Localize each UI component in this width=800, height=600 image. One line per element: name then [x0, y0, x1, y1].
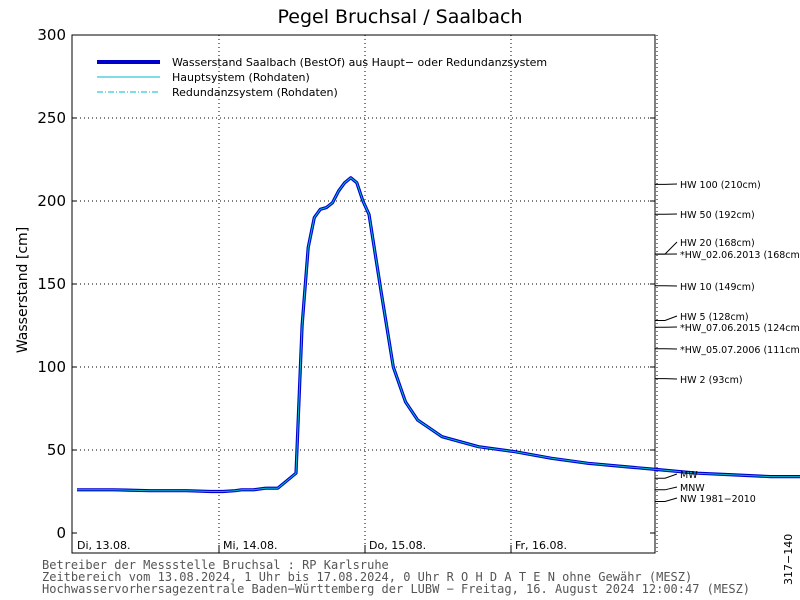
y-tick-label: 300 [37, 26, 66, 44]
x-tick-label: Fr, 16.08. [515, 539, 567, 552]
plot-frame [71, 34, 656, 554]
threshold-label: HW 5 (128cm) [680, 312, 749, 323]
grid [72, 35, 658, 553]
y-tick-label: 250 [37, 109, 66, 127]
chart-title: Pegel Bruchsal / Saalbach [277, 6, 522, 28]
legend: Wasserstand Saalbach (BestOf) aus Haupt−… [97, 56, 547, 99]
threshold-label: HW 50 (192cm) [680, 210, 755, 221]
threshold-label: HW 20 (168cm) [680, 238, 755, 249]
y-tick-label: 0 [56, 524, 66, 542]
threshold-tick [655, 241, 678, 255]
series-layer [77, 176, 800, 494]
threshold-tick [655, 473, 678, 479]
threshold-markers: HW 100 (210cm) HW 50 (192cm) HW 20 (168cm)… [655, 180, 800, 505]
threshold-label: MNW [680, 483, 705, 494]
legend-label: Wasserstand Saalbach (BestOf) aus Haupt−… [172, 56, 547, 69]
y-tick-label: 200 [37, 192, 66, 210]
x-tick-label: Di, 13.08. [77, 539, 131, 552]
y-axis: 0 50 100 150 200 250 300 [37, 26, 655, 542]
footer-source: Hochwasservorhersagezentrale Baden−Württ… [42, 582, 751, 596]
series-line-hauptsystem [77, 177, 800, 492]
threshold-label: *HW_07.06.2015 (124cm) [680, 323, 800, 334]
legend-label: Redundanzsystem (Rohdaten) [172, 86, 338, 99]
footer-operator: Betreiber der Messstelle Bruchsal : RP K… [42, 558, 389, 572]
threshold-tick [655, 486, 678, 491]
x-tick-label: Mi, 14.08. [223, 539, 278, 552]
y-tick-label: 50 [47, 441, 66, 459]
threshold-label: HW 2 (93cm) [680, 375, 743, 386]
threshold-label: NW 1981−2010 [680, 494, 756, 505]
chart-code: 317−140 [782, 533, 795, 585]
y-tick-label: 150 [37, 275, 66, 293]
threshold-label: HW 10 (149cm) [680, 282, 755, 293]
legend-label: Hauptsystem (Rohdaten) [172, 71, 310, 84]
threshold-tick [655, 497, 678, 502]
y-axis-label: Wasserstand [cm] [15, 227, 31, 353]
x-tick-label: Do, 15.08. [369, 539, 426, 552]
threshold-tick [655, 315, 678, 321]
threshold-label: *HW_02.06.2013 (168cm) [680, 250, 800, 261]
x-axis: Di, 13.08. Mi, 14.08. Do, 15.08. Fr, 16.08. [77, 539, 567, 553]
threshold-label: HW 100 (210cm) [680, 180, 761, 191]
footer-timerange: Zeitbereich vom 13.08.2024, 1 Uhr bis 17… [42, 570, 693, 584]
threshold-label: *HW_05.07.2006 (111cm) [680, 345, 800, 356]
y-tick-label: 100 [37, 358, 66, 376]
threshold-label: MW [680, 470, 698, 481]
series-line-bestof [77, 176, 800, 494]
